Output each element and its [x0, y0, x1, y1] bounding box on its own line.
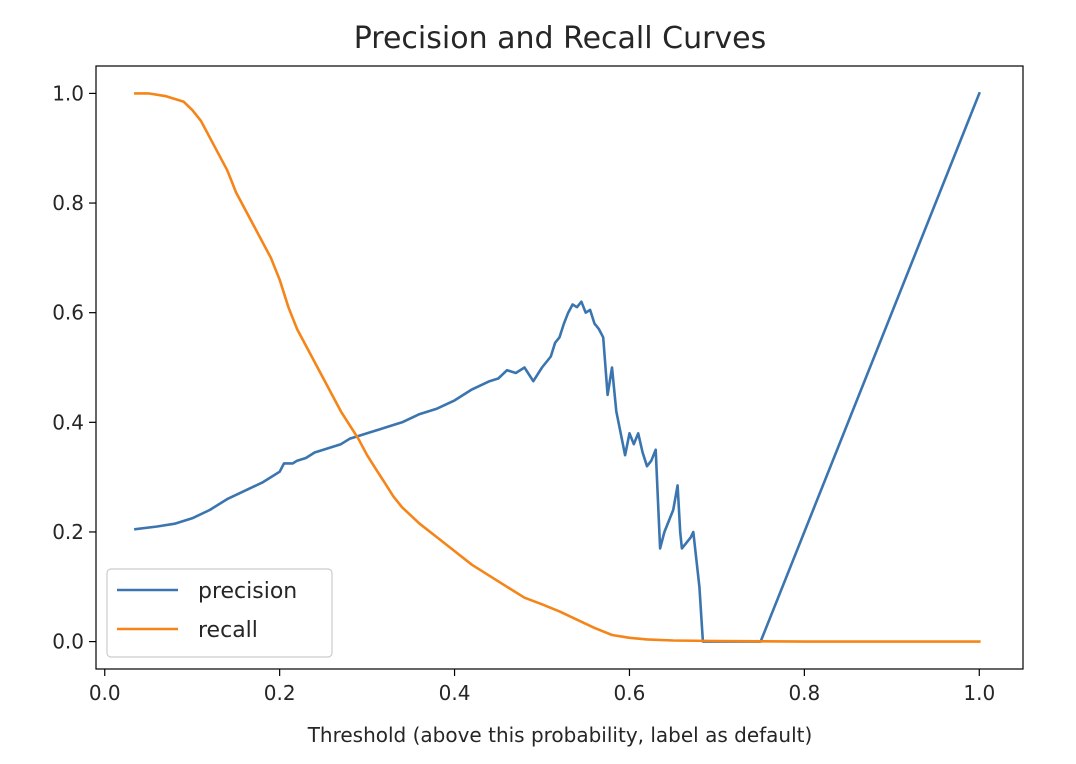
legend-label-recall: recall: [198, 618, 258, 643]
x-tick-label: 0.6: [614, 681, 646, 705]
y-tick-label: 0.6: [52, 301, 84, 325]
x-tick-label: 1.0: [963, 681, 995, 705]
x-tick-label: 0.2: [264, 681, 296, 705]
x-axis-ticks: 0.0 0.2 0.4 0.6 0.8 1.0: [89, 669, 995, 705]
y-tick-label: 0.0: [52, 630, 84, 654]
series-line-precision: [133, 91, 981, 643]
y-tick-label: 0.2: [52, 520, 84, 544]
x-tick-label: 0.8: [788, 681, 820, 705]
y-tick-label: 0.8: [52, 191, 84, 215]
y-tick-label: 0.4: [52, 410, 84, 434]
series-line-recall: [134, 92, 981, 643]
x-axis-label: Threshold (above this probability, label…: [307, 723, 813, 747]
chart-title: Precision and Recall Curves: [354, 21, 767, 56]
legend: precision recall: [106, 568, 333, 658]
y-axis-ticks: 0.0 0.2 0.4 0.6 0.8 1.0: [52, 81, 96, 654]
y-tick-label: 1.0: [52, 81, 84, 105]
x-tick-label: 0.4: [439, 681, 471, 705]
legend-label-precision: precision: [198, 579, 297, 604]
axes-frame: [95, 65, 1024, 670]
plot-area: [133, 91, 981, 643]
x-tick-label: 0.0: [89, 681, 121, 705]
